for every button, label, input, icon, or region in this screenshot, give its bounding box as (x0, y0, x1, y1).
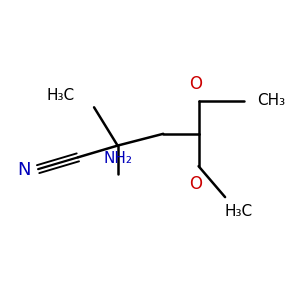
Text: O: O (189, 175, 202, 193)
Text: O: O (189, 75, 202, 93)
Text: H₃C: H₃C (224, 205, 252, 220)
Text: NH₂: NH₂ (103, 152, 132, 166)
Text: N: N (17, 161, 31, 179)
Text: H₃C: H₃C (47, 88, 75, 104)
Text: CH₃: CH₃ (257, 93, 286, 108)
